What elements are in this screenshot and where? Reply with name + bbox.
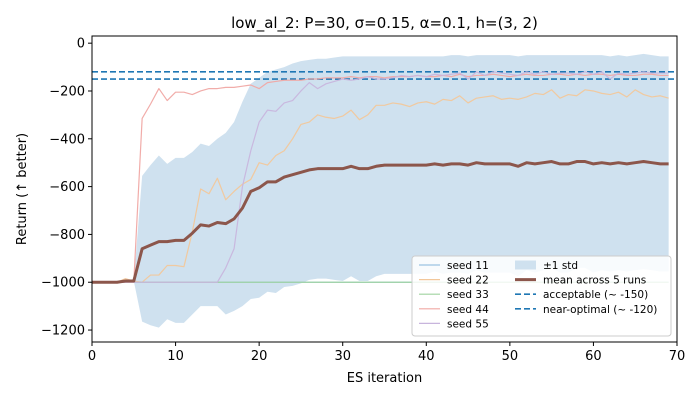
legend: seed 11 seed 22 seed 33 seed 44 seed 55 ±1 st… [411,255,672,337]
mean-line [92,160,669,284]
y-tick-label: −1000 [41,276,85,291]
legend-swatch [515,260,536,270]
legend-label: seed 22 [447,275,489,287]
x-tick-label: 70 [669,349,686,364]
chart-title: low_al_2: P=30, σ=0.15, α=0.1, h=(3, 2) [231,14,538,33]
seed-line-5 [92,71,669,283]
seed-line-2 [92,89,669,283]
x-tick-label: 10 [167,349,184,364]
legend-label: near-optimal (~ -120) [543,304,657,316]
x-tick-label: 0 [88,349,96,364]
legend-label: seed 33 [447,289,489,301]
y-tick-label: −200 [49,84,85,99]
x-tick-label: 60 [585,349,602,364]
legend-label: acceptable (~ -150) [543,289,648,301]
x-axis-label: ES iteration [347,371,423,386]
y-tick-label: −1200 [41,324,85,339]
x-tick-label: 40 [418,349,435,364]
legend-label: ±1 std [543,260,578,272]
y-tick-label: −400 [49,132,85,147]
x-tick-label: 20 [251,349,268,364]
x-tick-label: 30 [334,349,351,364]
legend-label: mean across 5 runs [543,275,646,287]
y-tick-label: 0 [77,37,85,52]
legend-label: seed 44 [447,304,489,316]
y-axis-label: Return (↑ better) [15,133,30,245]
axes-frame [91,35,678,343]
x-tick-label: 50 [502,349,519,364]
legend-box [411,255,672,337]
legend-label: seed 11 [447,260,489,272]
axis-ticks: 0 10 20 30 40 50 60 70 0 −200 −400 −600 −800 −1000 −12… [41,37,685,364]
legend-label: seed 55 [447,318,489,330]
seed-line-4 [92,73,669,283]
y-tick-label: −600 [49,180,85,195]
y-tick-label: −800 [49,228,85,243]
